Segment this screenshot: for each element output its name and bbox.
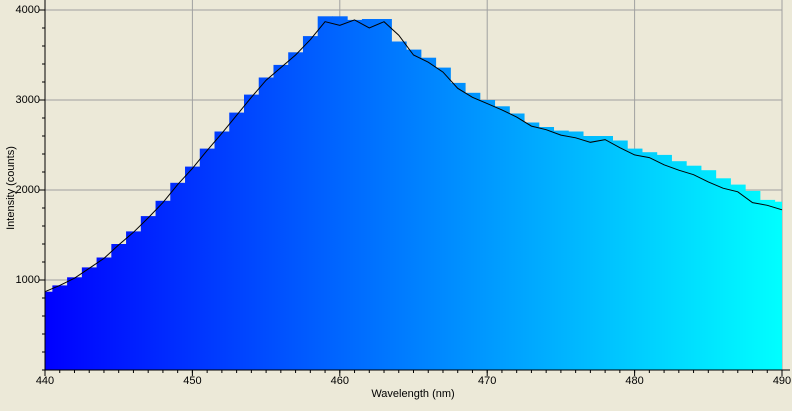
bar <box>641 152 658 370</box>
y-axis-label: Intensity (counts) <box>5 146 17 230</box>
bar <box>583 136 599 370</box>
bar <box>700 170 717 370</box>
y-tick-label: 4000 <box>16 4 40 16</box>
line <box>44 19 783 293</box>
bar <box>715 178 731 370</box>
bar <box>730 184 746 370</box>
bar <box>155 200 171 370</box>
bar <box>774 201 782 370</box>
x-tick-label: 440 <box>36 375 54 387</box>
bar <box>597 136 613 370</box>
y-tick-label: 2000 <box>16 184 40 196</box>
bar <box>214 131 230 370</box>
bar <box>568 131 584 370</box>
bar <box>745 190 761 370</box>
bar <box>185 166 201 370</box>
bar <box>81 267 98 370</box>
x-tick-label: 460 <box>331 375 349 387</box>
bar <box>465 92 481 370</box>
x-axis-label: Wavelength (nm) <box>371 388 454 400</box>
bar <box>524 122 540 370</box>
bar <box>376 19 392 370</box>
bar <box>243 94 260 370</box>
x-tick-label: 480 <box>625 375 643 387</box>
bar <box>170 182 186 370</box>
bar <box>67 277 83 370</box>
bar <box>96 257 112 370</box>
bar <box>140 216 157 370</box>
bar <box>509 113 525 370</box>
y-tick-label: 3000 <box>16 94 40 106</box>
bar <box>347 19 363 370</box>
bar <box>361 19 378 370</box>
bar <box>273 64 289 370</box>
bar <box>494 106 510 370</box>
bar <box>686 165 702 370</box>
bar <box>302 36 319 370</box>
bar <box>332 16 348 370</box>
bar <box>656 154 672 370</box>
bar <box>479 100 496 370</box>
bar <box>553 130 569 370</box>
bar <box>288 52 304 370</box>
bar <box>258 77 274 370</box>
bar <box>435 67 451 370</box>
bar <box>111 244 127 370</box>
bar <box>759 199 776 370</box>
bar <box>229 112 245 370</box>
bar <box>420 57 437 370</box>
bar <box>317 16 333 370</box>
x-tick-label: 450 <box>183 375 201 387</box>
bar <box>538 127 555 370</box>
bar <box>671 161 687 370</box>
spectrum-bars <box>45 16 782 370</box>
bar <box>391 41 407 370</box>
bar <box>52 285 68 370</box>
x-tick-label: 490 <box>773 375 791 387</box>
bar <box>627 148 643 370</box>
bar <box>126 231 142 370</box>
x-tick-label: 470 <box>478 375 496 387</box>
bar <box>450 82 466 370</box>
y-tick-label: 1000 <box>16 274 40 286</box>
bar <box>45 291 53 370</box>
bar <box>199 148 216 370</box>
bar <box>612 140 628 370</box>
bar <box>406 49 422 370</box>
